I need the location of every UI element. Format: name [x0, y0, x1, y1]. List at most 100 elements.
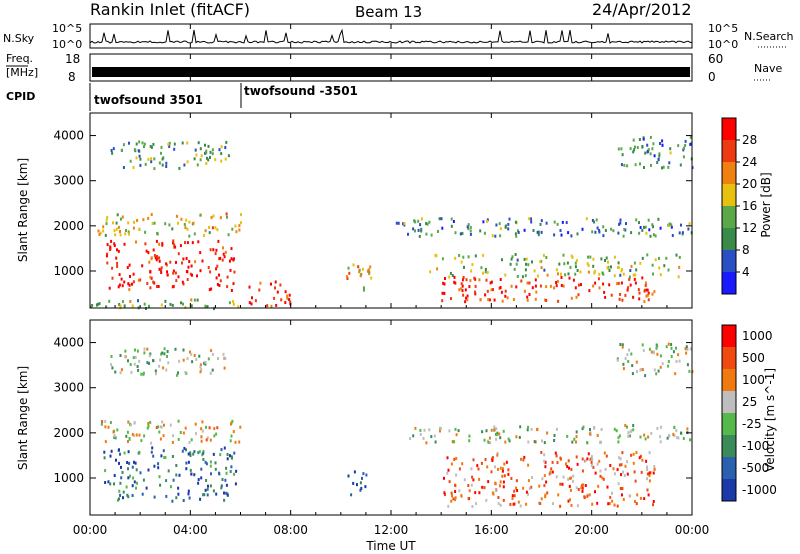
- range-cell: [499, 286, 502, 289]
- range-cell: [474, 284, 477, 288]
- x-tick-label: 00:00: [675, 523, 710, 537]
- range-cell: [163, 423, 165, 427]
- range-cell: [134, 355, 137, 359]
- range-cell: [275, 303, 278, 307]
- range-cell: [100, 422, 103, 426]
- range-cell: [550, 467, 553, 471]
- range-cell: [561, 220, 564, 224]
- range-cell: [181, 280, 184, 284]
- range-cell: [635, 268, 638, 272]
- range-cell: [132, 476, 135, 480]
- range-cell: [103, 456, 106, 460]
- range-cell: [111, 151, 114, 155]
- range-cell: [358, 270, 361, 274]
- range-cell: [185, 467, 188, 471]
- range-cell: [641, 276, 644, 280]
- range-cell: [684, 144, 687, 147]
- range-cell: [685, 351, 688, 355]
- range-cell: [196, 274, 198, 278]
- range-cell: [205, 462, 208, 466]
- range-cell: [616, 282, 619, 286]
- range-cell: [110, 449, 113, 453]
- x-tick-label: 16:00: [474, 523, 509, 537]
- range-cell: [634, 500, 636, 503]
- range-cell: [202, 493, 205, 497]
- range-cell: [452, 220, 455, 223]
- cpid-label: CPID: [6, 90, 35, 103]
- range-cell: [175, 464, 178, 467]
- range-cell: [661, 362, 664, 366]
- range-cell: [229, 470, 232, 473]
- range-cell: [226, 457, 229, 461]
- range-cell: [519, 504, 522, 508]
- range-cell: [645, 459, 648, 463]
- range-cell: [576, 504, 579, 508]
- range-cell: [594, 230, 597, 234]
- range-cell: [512, 298, 515, 301]
- range-cell: [194, 422, 197, 426]
- range-cell: [475, 502, 478, 506]
- range-cell: [157, 462, 160, 466]
- range-cell: [544, 493, 547, 497]
- range-cell: [127, 450, 130, 454]
- range-cell: [581, 486, 584, 490]
- range-cell: [588, 289, 591, 293]
- range-cell: [689, 142, 692, 146]
- range-cell: [629, 269, 632, 272]
- range-cell: [103, 450, 106, 454]
- range-cell: [607, 260, 609, 264]
- range-cell: [153, 464, 156, 468]
- range-cell: [515, 435, 518, 439]
- range-cell: [187, 452, 190, 456]
- range-cell: [646, 150, 649, 154]
- range-cell: [155, 372, 157, 376]
- x-tick-label: 00:00: [73, 523, 108, 537]
- colorbar-frame: [721, 324, 737, 502]
- range-cell: [543, 441, 546, 445]
- range-cell: [234, 224, 237, 228]
- range-cell: [652, 471, 655, 475]
- range-cell: [222, 252, 225, 256]
- range-cell: [659, 226, 662, 230]
- range-cell: [526, 428, 529, 432]
- range-cell: [653, 154, 656, 158]
- range-cell: [506, 296, 509, 300]
- range-cell: [164, 222, 167, 226]
- range-cell: [139, 157, 142, 161]
- range-cell: [188, 234, 191, 238]
- range-cell: [414, 229, 416, 233]
- range-cell: [367, 268, 370, 272]
- freq-panel: Freq. [MHz] 18 8 60 0 Nave: [6, 52, 782, 84]
- range-cell: [203, 361, 206, 365]
- range-cell: [441, 226, 444, 230]
- range-cell: [485, 278, 488, 282]
- range-cell: [193, 354, 196, 357]
- range-cell: [611, 491, 613, 495]
- range-cell: [204, 460, 207, 464]
- range-cell: [673, 426, 676, 430]
- range-cell: [600, 257, 603, 261]
- range-cell: [676, 436, 679, 440]
- range-cell: [675, 360, 678, 363]
- range-cell: [558, 262, 561, 266]
- range-cell: [117, 249, 120, 253]
- range-cell: [178, 359, 181, 363]
- range-cell: [203, 234, 205, 237]
- range-cell: [648, 451, 651, 455]
- range-cell: [214, 467, 217, 471]
- range-cell: [551, 470, 554, 474]
- range-cell: [108, 299, 111, 303]
- range-cell: [189, 454, 192, 457]
- range-cell: [543, 474, 546, 478]
- range-cell: [106, 216, 109, 220]
- range-cell: [499, 466, 502, 470]
- range-cell: [126, 266, 129, 269]
- range-cell: [667, 268, 670, 272]
- range-cell: [196, 298, 199, 302]
- range-cell: [190, 298, 193, 302]
- noise-right-label: N.Search: [744, 30, 794, 43]
- range-cell: [487, 480, 490, 484]
- range-cell: [494, 489, 497, 493]
- range-cell: [527, 479, 530, 483]
